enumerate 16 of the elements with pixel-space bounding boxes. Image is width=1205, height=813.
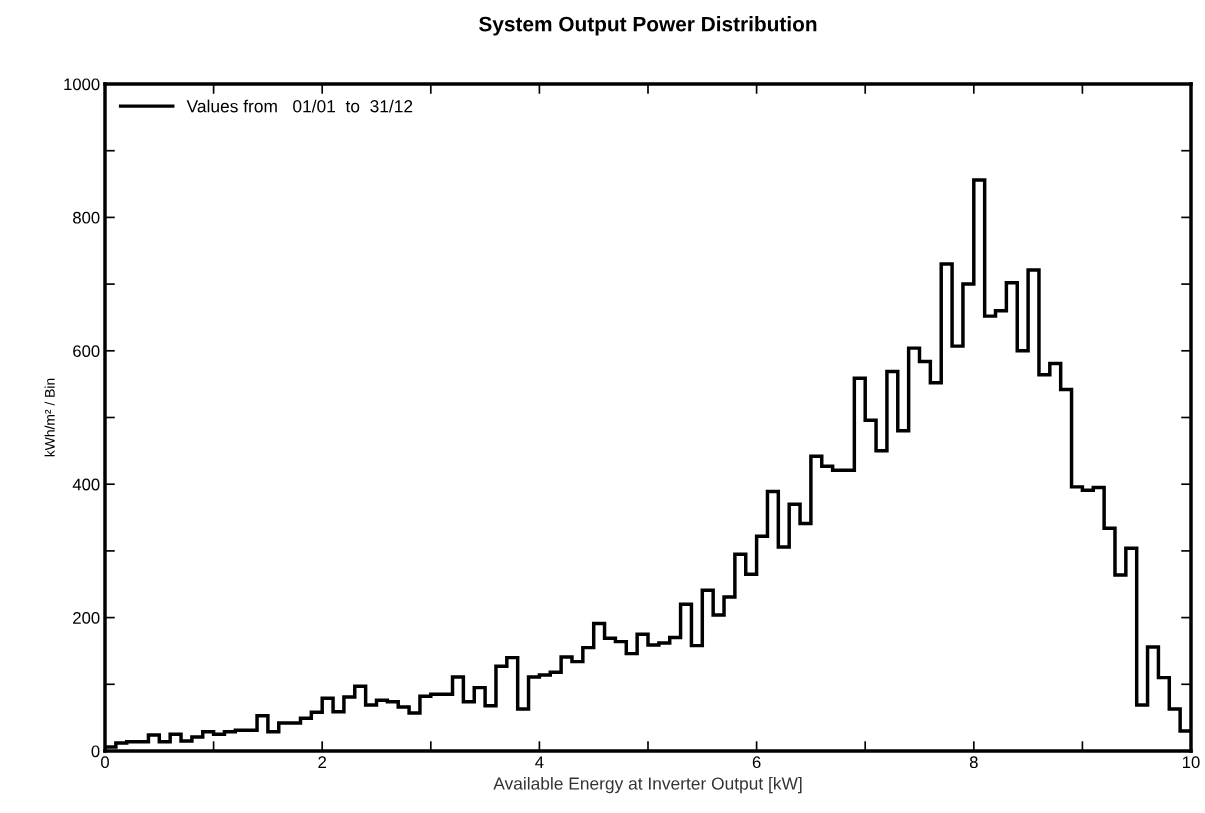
y-tick-label: 0 — [91, 745, 100, 758]
y-tick-label: 1000 — [64, 78, 100, 91]
x-tick-label: 0 — [101, 756, 109, 769]
x-tick-label: 2 — [318, 756, 326, 768]
x-axis-title: Available Energy at Inverter Output [kW] — [493, 776, 802, 794]
x-tick-label: 8 — [969, 756, 978, 769]
x-tick-label: 6 — [752, 756, 761, 769]
x-tick-label: 10 — [1183, 756, 1200, 769]
chart-title: System Output Power Distribution — [479, 16, 817, 36]
y-tick-label: 600 — [73, 345, 100, 357]
x-tick-label: 4 — [535, 756, 544, 768]
y-tick-label: 200 — [73, 612, 100, 624]
y-tick-label: 800 — [73, 211, 100, 224]
y-tick-label: 400 — [72, 478, 100, 491]
y-axis-title: kWh/m² / Bin — [44, 378, 55, 457]
legend-label: Values from 01/01 to 31/12 — [186, 99, 413, 113]
